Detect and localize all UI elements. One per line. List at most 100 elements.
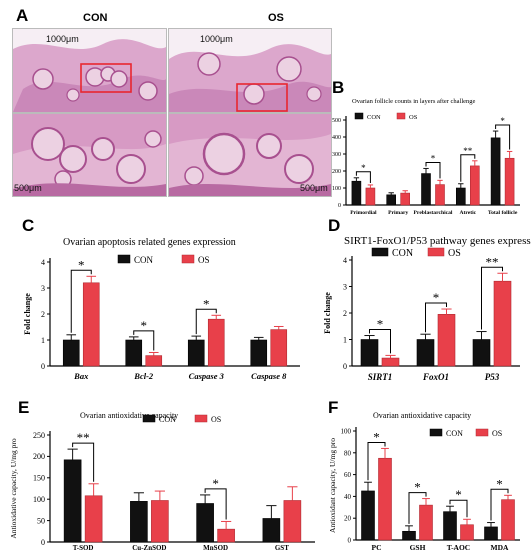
chart-f-significance-bracket: [449, 499, 468, 518]
chart-d-significance-bracket: [481, 266, 503, 330]
chart-e-significance-bracket: [72, 442, 95, 482]
scale-bar-label-con-high: 500μm: [14, 183, 42, 193]
chart-c-bar-os: [82, 282, 100, 367]
chart-e-legend-swatch-os: [194, 414, 208, 423]
chart-e-significance-bracket: [204, 488, 227, 520]
chart-c-y-tick-label: 2: [41, 310, 45, 319]
chart-f-legend-swatch-os: [475, 428, 489, 437]
chart-b-significance-star: *: [431, 153, 436, 163]
chart-e-significance-star: *: [212, 476, 219, 491]
chart-d-significance-star: *: [433, 290, 440, 305]
chart-f-y-tick-label: 0: [348, 536, 352, 544]
chart-e-y-tick-label: 100: [33, 495, 45, 504]
chart-f-bar-os: [501, 499, 515, 541]
chart-f-category-label: T-AOC: [447, 543, 470, 550]
con-image-label: CON: [83, 12, 108, 24]
chart-e-title: Ovarian antioxidative capacity: [80, 411, 178, 420]
chart-b-bar-con: [421, 173, 431, 206]
chart-e-bar-con: [130, 501, 148, 543]
chart-e-significance-star: **: [77, 430, 90, 445]
chart-d-category-label: P53: [485, 372, 500, 382]
chart-b-significance-bracket: [495, 124, 511, 150]
chart-f-category-label: GSH: [410, 543, 426, 550]
chart-d-y-tick-label: 2: [343, 309, 347, 318]
chart-d-bar-os: [493, 280, 512, 367]
chart-f-significance-star: *: [496, 476, 503, 491]
chart-e-bar-os: [283, 500, 302, 543]
chart-b-bar-con: [351, 180, 362, 206]
chart-b-bar-os: [504, 157, 515, 206]
chart-b-y-tick-label: 400: [332, 135, 341, 141]
chart-b-category-label: Preblastarchical: [414, 210, 453, 216]
chart-f-significance-star: *: [373, 429, 380, 444]
chart-b-bar-os: [469, 165, 480, 206]
chart-c-bar-con: [187, 339, 205, 367]
histology-os-low-magnification: [168, 28, 332, 113]
chart-c-significance-bracket: [195, 308, 217, 335]
panel-letter-b: B: [332, 78, 345, 97]
chart-d-category-label: SIRT1: [368, 372, 393, 382]
chart-f-significance-bracket: [408, 492, 427, 524]
chart-c-bar-con: [62, 339, 80, 367]
chart-f-y-tick-label: 20: [344, 515, 352, 523]
chart-f-significance-star: *: [414, 480, 421, 495]
chart-d-legend-swatch-con: [371, 247, 389, 257]
chart-d-bar-os: [381, 357, 400, 367]
chart-b-category-label: Atretic: [459, 210, 476, 216]
chart-b-bar-con: [386, 194, 397, 206]
chart-e-y-tick-label: 150: [33, 474, 45, 483]
chart-f-legend-label-con: CON: [446, 429, 463, 438]
chart-f-bar-con: [361, 490, 375, 541]
chart-c-bar-con: [250, 339, 268, 367]
chart-b-bar-con: [490, 137, 501, 206]
chart-d-significance-star: *: [377, 317, 384, 332]
panel-letter-d: D: [328, 216, 341, 235]
chart-e-category-label: MnSOD: [203, 544, 228, 550]
chart-e-bar-con: [196, 503, 214, 543]
chart-e-y-tick-label: 250: [33, 431, 45, 440]
chart-e-legend-swatch-con: [142, 414, 156, 423]
chart-d-y-tick-label: 3: [343, 282, 347, 291]
chart-f-significance-star: *: [455, 487, 462, 502]
chart-e-legend-label-os: OS: [211, 415, 221, 424]
chart-c-y-tick-label: 1: [41, 336, 45, 345]
chart-e-bar-os: [84, 495, 103, 543]
chart-b-y-tick-label: 200: [332, 169, 341, 175]
scale-bar-label-con-low: 1000μm: [46, 34, 79, 44]
chart-c-legend-label-con: CON: [134, 255, 154, 265]
panel-letter-f: F: [328, 398, 339, 417]
chart-b-title: Ovarian follicle counts in layers after …: [352, 98, 476, 105]
chart-f-y-label: Antioxidant capacity, U/mg pro: [328, 438, 337, 533]
histology-con-low-magnification: [12, 28, 167, 113]
chart-e-y-label: Antioxidative capacity, U/mg pro: [9, 438, 18, 539]
chart-d-significance-bracket: [425, 302, 447, 333]
chart-f-bar-os: [460, 524, 474, 541]
chart-b-category-label: Primary: [388, 210, 408, 216]
chart-e-y-tick-label: 200: [33, 452, 45, 461]
chart-d-bar-con: [416, 339, 435, 367]
chart-d-y-label: Fold change: [323, 292, 332, 334]
chart-c-bar-os: [207, 318, 225, 367]
chart-d-bar-con: [360, 339, 379, 367]
panel-letter-a: A: [16, 6, 29, 25]
chart-c-category-label: Caspase 3: [189, 371, 225, 381]
chart-e-category-label: T-SOD: [73, 544, 94, 550]
chart-b-category-label: Primordial: [350, 210, 377, 216]
chart-f-legend-swatch-con: [429, 428, 443, 437]
panel-letter-e: E: [18, 398, 30, 417]
chart-f-bar-os: [419, 504, 433, 541]
chart-b-bar-con: [455, 187, 466, 206]
chart-c-y-tick-label: 3: [41, 284, 45, 293]
chart-f-y-tick-label: 100: [341, 427, 352, 435]
chart-f-y-tick-label: 40: [344, 493, 352, 501]
chart-f-bar-con: [443, 511, 457, 541]
chart-b-significance-bracket: [355, 171, 371, 183]
chart-e-legend-label-con: CON: [159, 415, 176, 424]
chart-d-significance-star: **: [486, 254, 499, 269]
chart-e-y-tick-label: 0: [41, 538, 45, 547]
chart-e-bar-con: [63, 459, 82, 543]
chart-e-bar-os: [217, 528, 235, 543]
chart-b-y-tick-label: 500: [332, 118, 341, 124]
histology-con-high-magnification: [12, 113, 167, 197]
chart-c-y-label: Fold change: [23, 293, 32, 335]
